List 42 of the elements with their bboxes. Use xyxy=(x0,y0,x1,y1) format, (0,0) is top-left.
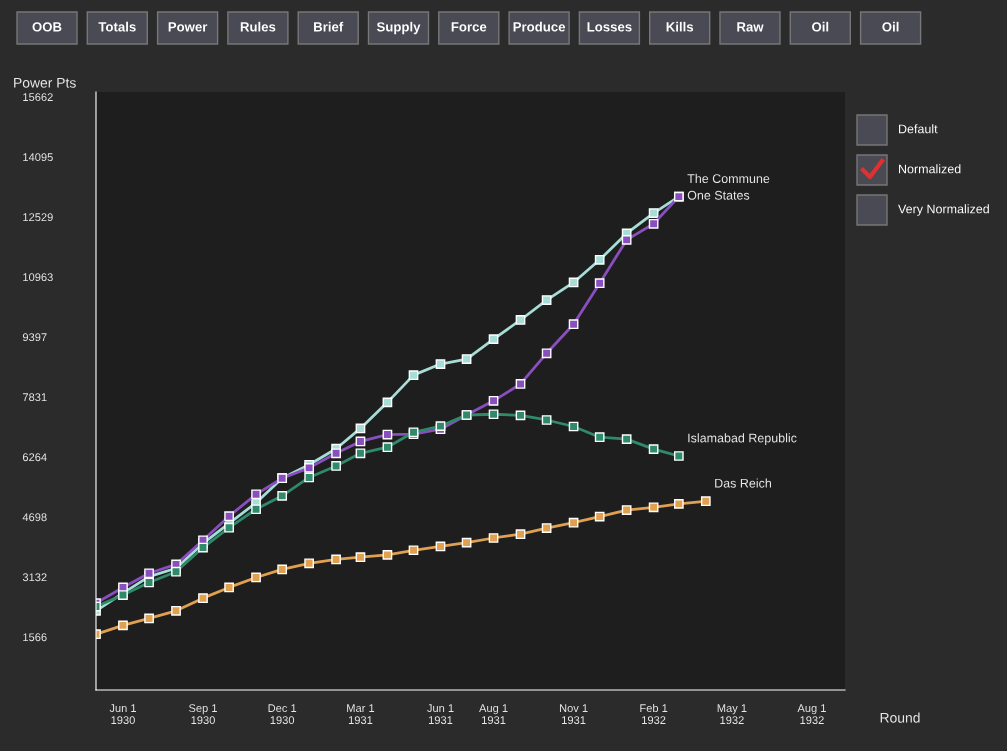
text: Totals xyxy=(98,21,136,32)
text: Default xyxy=(899,124,938,134)
y-tick-label: 10963 xyxy=(23,273,53,282)
series-label: One States xyxy=(687,190,750,200)
y-tick-label: 3132 xyxy=(22,573,47,582)
series-label: Islamabad Republic xyxy=(688,433,797,445)
y-axis-title: Power Pts xyxy=(14,78,76,88)
y-tick-label: 9397 xyxy=(22,333,47,342)
y-tick-label: 7831 xyxy=(22,393,47,402)
text: Raw xyxy=(737,22,764,32)
x-tick-label: Nov 1 1931 xyxy=(559,704,588,725)
x-tick-label: Mar 1 1931 xyxy=(347,704,375,725)
text: Force xyxy=(451,22,487,32)
text: Very Normalized xyxy=(898,204,989,216)
text: Supply xyxy=(376,21,421,35)
y-tick-label: 12529 xyxy=(23,213,53,222)
x-tick-label: Jun 1 1930 xyxy=(109,704,137,725)
text: OOB xyxy=(32,22,62,32)
y-tick-label: 15662 xyxy=(23,93,53,102)
x-tick-label: Sep 1 1930 xyxy=(188,704,217,725)
series-label: Das Reich xyxy=(715,478,771,488)
text: Rules xyxy=(240,21,276,32)
x-tick-label: Aug 1 1931 xyxy=(479,704,508,725)
y-tick-label: 1566 xyxy=(23,633,47,642)
y-tick-label: 14095 xyxy=(23,153,53,162)
text: Produce xyxy=(513,21,566,32)
x-tick-label: Dec 1 1930 xyxy=(268,704,297,725)
x-tick-label: Aug 1 1932 xyxy=(797,704,826,725)
text: Kills xyxy=(666,21,694,32)
text: Oil xyxy=(812,21,829,32)
x-tick-label: May 1 1932 xyxy=(717,704,747,725)
x-axis-title: Round xyxy=(880,712,920,723)
series-label: The Commune xyxy=(687,173,770,184)
text: Brief xyxy=(314,21,344,32)
x-tick-label: Jun 1 1931 xyxy=(427,704,454,725)
y-tick-label: 6264 xyxy=(22,453,47,462)
text: Power xyxy=(168,22,208,32)
text: Oil xyxy=(882,21,899,32)
text: Normalized xyxy=(899,164,961,174)
y-tick-label: 4698 xyxy=(22,513,47,522)
x-tick-label: Feb 1 1932 xyxy=(640,703,668,725)
text: Losses xyxy=(587,22,632,32)
